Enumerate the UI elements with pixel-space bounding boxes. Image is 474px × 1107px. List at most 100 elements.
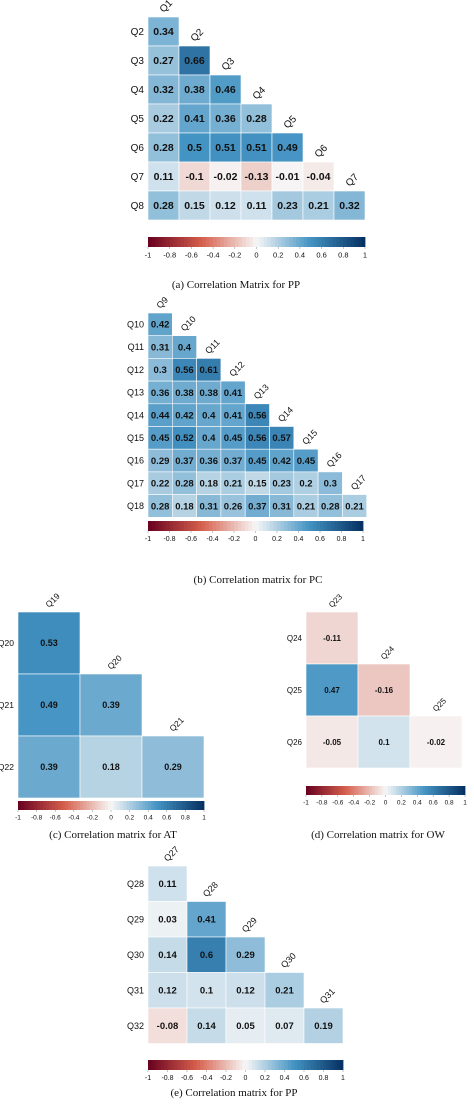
cell-value-label: 0.2	[299, 479, 312, 490]
colorbar-segment	[158, 237, 163, 247]
colorbar-segment	[42, 801, 47, 810]
colorbar-segment	[219, 1060, 224, 1070]
colorbar-segment	[329, 786, 333, 795]
colorbar-segment	[234, 237, 239, 247]
cell-value-label: 0.28	[175, 479, 194, 490]
colorbar-segment	[80, 801, 84, 810]
colorbar-segment	[350, 237, 355, 247]
row-label: Q32	[127, 1021, 144, 1031]
cell-value-label: -0.11	[323, 634, 341, 643]
heatmap-cell	[240, 161, 273, 192]
row-label: Q18	[127, 501, 144, 511]
colorbar-segment	[312, 521, 317, 531]
colorbar-segment	[332, 786, 336, 795]
colorbar-segment	[216, 521, 221, 531]
panel-caption: (a) Correlation Matrix for PP	[172, 279, 300, 291]
colorbar-tick-label: -0.6	[185, 251, 198, 260]
colorbar-segment	[351, 786, 355, 795]
row-label: Q21	[0, 700, 14, 710]
colorbar-tick-label: 0	[244, 1075, 248, 1082]
cell-value-label: 0.21	[308, 200, 329, 212]
colorbar-tick-label: -0.8	[31, 815, 43, 822]
colorbar-segment	[157, 1060, 162, 1070]
colorbar-segment	[274, 1060, 279, 1070]
colorbar-segment	[104, 801, 109, 810]
cell-value-label: 0.32	[339, 200, 360, 212]
heatmap-cell	[357, 715, 411, 769]
colorbar-segment	[198, 521, 203, 531]
cell-value-label: -0.08	[157, 1021, 179, 1032]
colorbar-segment	[239, 1060, 243, 1070]
colorbar-segment	[297, 1060, 302, 1070]
row-label: Q25	[287, 686, 303, 695]
colorbar-segment	[242, 1060, 246, 1070]
colorbar-tick-label: 0.6	[429, 800, 438, 807]
cell-value-label: 0.31	[151, 342, 170, 353]
colorbar-segment	[310, 1060, 315, 1070]
colorbar-segment	[173, 801, 177, 810]
colorbar-segment	[412, 786, 416, 795]
heatmap-cell	[17, 611, 81, 675]
colorbar-segment	[361, 237, 366, 247]
cell-value-label: 0.15	[248, 479, 267, 490]
colorbar-segment	[427, 786, 431, 795]
cell-value-label: 0.42	[175, 410, 194, 421]
row-label: Q4	[131, 85, 145, 96]
cell-value-label: 0.1	[200, 986, 214, 997]
colorbar-segment	[289, 237, 294, 247]
colorbar-segment	[324, 786, 328, 795]
colorbar-segment	[299, 237, 304, 247]
cell-value-label: 0.28	[321, 501, 340, 512]
column-label: Q27	[162, 844, 181, 863]
cell-value-label: 0.4	[202, 410, 216, 421]
colorbar-segment	[435, 786, 439, 795]
cell-value-label: 0.21	[297, 501, 316, 512]
colorbar-segment	[187, 521, 192, 531]
colorbar-segment	[201, 521, 206, 531]
heatmap-cell	[178, 45, 211, 76]
colorbar-tick-label: 1	[202, 815, 206, 822]
colorbar-segment	[314, 237, 319, 247]
heatmap-cell	[240, 190, 273, 221]
colorbar-segment	[197, 801, 202, 810]
colorbar-tick-label: 1	[361, 536, 365, 543]
colorbar-segment	[317, 237, 322, 247]
colorbar-segment	[263, 237, 268, 247]
colorbar-segment	[327, 521, 332, 531]
colorbar-segment	[270, 237, 275, 247]
colorbar-segment	[173, 521, 178, 531]
column-label: Q5	[282, 114, 300, 132]
colorbar-tick-label: 0	[254, 251, 258, 260]
column-label: Q24	[379, 644, 396, 661]
colorbar-segment	[330, 1060, 334, 1070]
colorbar-segment	[183, 1060, 188, 1070]
cell-value-label: 0.56	[248, 433, 267, 444]
colorbar-tick-label: 0.4	[294, 536, 304, 543]
colorbar-segment	[151, 1060, 155, 1070]
column-label: Q23	[327, 592, 344, 609]
colorbar-segment	[187, 1060, 191, 1070]
cell-value-label: 0.37	[248, 501, 267, 512]
colorbar-segment	[262, 521, 267, 531]
colorbar-segment	[284, 1060, 289, 1070]
heatmap-cell	[209, 74, 242, 105]
colorbar-segment	[219, 521, 224, 531]
colorbar-segment	[345, 521, 350, 531]
cell-value-label: -0.01	[276, 171, 300, 183]
heatmap-cell	[342, 494, 367, 518]
colorbar-segment	[148, 801, 152, 810]
column-label: Q13	[252, 382, 271, 401]
cell-value-label: 0.14	[158, 950, 177, 961]
colorbar-segment	[396, 786, 400, 795]
colorbar-segment	[169, 237, 174, 247]
colorbar-segment	[404, 786, 408, 795]
colorbar-segment	[320, 1060, 324, 1070]
colorbar-segment	[251, 521, 256, 531]
colorbar-segment	[182, 801, 186, 810]
colorbar-segment	[451, 786, 455, 795]
colorbar-segment	[208, 521, 213, 531]
cell-value-label: 0.6	[200, 950, 213, 961]
colorbar-segment	[180, 521, 185, 531]
colorbar-segment	[212, 521, 217, 531]
colorbar-segment	[300, 1060, 305, 1070]
